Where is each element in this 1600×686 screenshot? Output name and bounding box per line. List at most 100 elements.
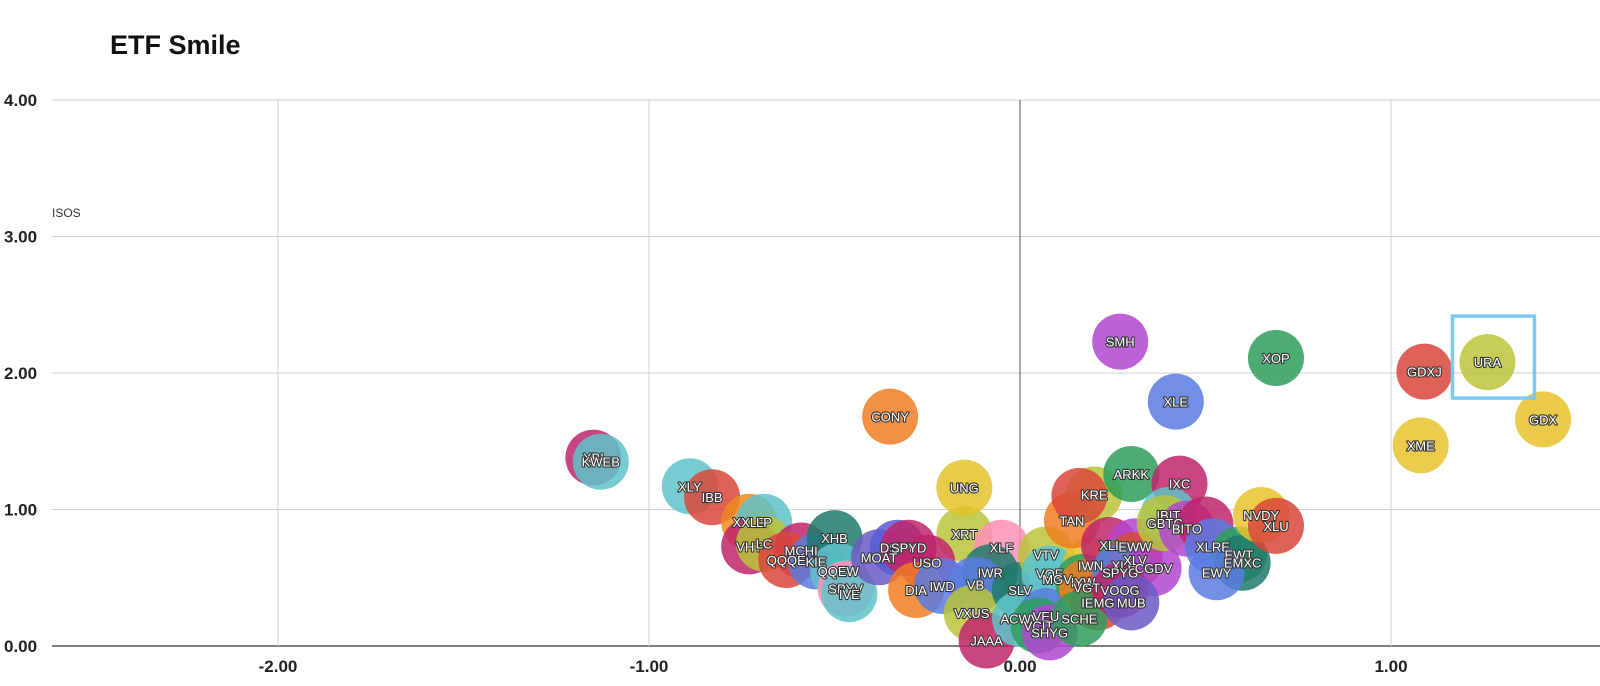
y-tick-label: 4.00 <box>4 91 37 110</box>
series-label: ISOS <box>52 206 81 220</box>
bubble-xop[interactable] <box>1247 329 1304 386</box>
bubble-ung[interactable] <box>936 459 993 516</box>
bubble-label-iwr: IWR <box>978 565 1003 580</box>
bubble-ewy[interactable] <box>1188 544 1245 601</box>
bubble-label-kie: KIE <box>805 554 826 569</box>
bubble-label-ewt: EWT <box>1224 548 1253 563</box>
bubble-gdxj[interactable] <box>1396 343 1453 400</box>
bubble-label-moat: MOAT <box>861 550 898 565</box>
bubble-label-ura: URA <box>1474 355 1502 370</box>
bubble-label-spyv: SPYV <box>828 582 863 597</box>
bubble-label-xhb: XHB <box>821 531 848 546</box>
bubble-label-vcit: VCIT <box>1024 619 1054 634</box>
bubble-label-tan: TAN <box>1059 513 1084 528</box>
grid-layer <box>52 99 1600 647</box>
points-layer <box>565 313 1572 669</box>
bubble-label-mub: MUB <box>1117 595 1146 610</box>
bubble-label-lc: LC <box>756 537 773 552</box>
bubble-kweb[interactable] <box>572 433 629 490</box>
bubble-arkk[interactable] <box>1103 446 1160 503</box>
bubble-label-ewy: EWY <box>1202 565 1232 580</box>
bubble-label-ixc: IXC <box>1169 477 1191 492</box>
bubble-label-shyg: SHYG <box>1031 625 1068 640</box>
highlight-box <box>1450 314 1537 400</box>
bubble-label-iwn: IWN <box>1078 558 1103 573</box>
bubble-label-xlu: XLU <box>1263 519 1288 534</box>
bubble-label-vb: VB <box>967 578 984 593</box>
y-tick-label: 0.00 <box>4 637 37 656</box>
bubble-label-slv: SLV <box>1008 583 1032 598</box>
x-tick-label: -2.00 <box>259 657 298 676</box>
bubble-sche[interactable] <box>1051 590 1108 647</box>
bubble-cony[interactable] <box>862 388 919 445</box>
bubble-label-gdx: GDX <box>1529 412 1558 427</box>
bubble-smh[interactable] <box>1092 313 1149 370</box>
x-tick-label: -1.00 <box>630 657 669 676</box>
bubble-label-voog: VOOG <box>1101 583 1140 598</box>
x-tick-label: 0.00 <box>1003 657 1036 676</box>
bubble-label-cony: CONY <box>871 410 909 425</box>
bubble-label-xme: XME <box>1407 438 1436 453</box>
bubble-label-veu: VEU <box>1033 609 1060 624</box>
bubble-label-eww: EWW <box>1118 539 1152 554</box>
bubble-label-vht: VHT <box>736 539 762 554</box>
bubble-label-arkk: ARKK <box>1114 467 1150 482</box>
bubble-label-ung: UNG <box>950 481 979 496</box>
bubble-label-voe: VOE <box>1036 567 1064 582</box>
bubble-label-cgdv: CGDV <box>1135 561 1173 576</box>
bubble-label-nvdy: NVDY <box>1243 508 1279 523</box>
y-tick-label: 3.00 <box>4 228 37 247</box>
bubble-label-bito: BITO <box>1172 522 1202 537</box>
bubble-gdx[interactable] <box>1515 391 1572 448</box>
bubble-label-sche: SCHE <box>1061 612 1097 627</box>
bubble-xle[interactable] <box>1147 373 1204 430</box>
bubble-label-xrt: XRT <box>951 527 977 542</box>
bubble-label-dia: DIA <box>905 583 927 598</box>
bubble-label-uso: USO <box>913 556 941 571</box>
bubble-label-vtv: VTV <box>1033 548 1059 563</box>
bubble-label-kre: KRE <box>1081 487 1108 502</box>
bubble-label-spyg: SPYG <box>1102 565 1138 580</box>
bubble-label-lp: LP <box>756 515 772 530</box>
bubble-label-xlre: XLRE <box>1196 539 1230 554</box>
bubble-label-gbtc: GBTC <box>1147 516 1183 531</box>
bubble-label-vgt: VGT <box>1073 580 1100 595</box>
x-tick-label: 1.00 <box>1374 657 1407 676</box>
bubble-label-jaaa: JAAA <box>970 634 1003 649</box>
bubble-xlu[interactable] <box>1247 497 1304 554</box>
chart-title: ETF Smile <box>110 30 241 60</box>
bubble-label-xlb: XLB <box>1112 558 1137 573</box>
bubble-label-ibb: IBB <box>702 490 723 505</box>
bubble-label-ive: IVE <box>839 587 860 602</box>
bubble-label-ibit: IBIT <box>1156 508 1180 523</box>
bubble-ura[interactable] <box>1459 334 1516 391</box>
bubble-label-xly: XLY <box>678 479 702 494</box>
bubble-label-xli: XLI <box>1099 538 1119 553</box>
bubble-kie2[interactable] <box>1051 467 1108 524</box>
axis-layer: 0.00 1.00 2.00 3.00 4.00 -2.00 -1.00 0.00 1.00 IS… <box>4 91 1408 676</box>
bubble-label-emxc: EMXC <box>1224 556 1262 571</box>
bubble-xme[interactable] <box>1392 417 1449 474</box>
bubble-label-xop: XOP <box>1262 351 1289 366</box>
y-tick-label: 1.00 <box>4 501 37 520</box>
bubble-label-qqqe: QQQE <box>767 553 806 568</box>
bubble-label-xlv: XLV <box>1123 553 1147 568</box>
bubble-label-vxus: VXUS <box>954 606 990 621</box>
bubble-label-xxlp: XXLP <box>733 515 766 530</box>
y-tick-label: 2.00 <box>4 364 37 383</box>
bubble-label-acwv: ACWV <box>1001 612 1040 627</box>
bubble-label-iwd: IWD <box>929 579 954 594</box>
overlay-layer <box>1450 314 1537 400</box>
bubble-label-mchi: MCHI <box>785 543 818 558</box>
bubble-mub[interactable] <box>1103 574 1160 631</box>
bubble-label-xlf: XLF <box>990 541 1014 556</box>
bubble-label-spyd: SPYD <box>891 541 926 556</box>
bubble-label-smh: SMH <box>1106 335 1135 350</box>
bubble-label-iemg: IEMG <box>1081 595 1114 610</box>
bubble-label-dspy: DSPY <box>880 541 916 556</box>
bubble-label-xbi: XBI <box>583 451 604 466</box>
bubble-label-kweb: KWEB <box>582 455 620 470</box>
bubble-label-mgv: MGV <box>1042 572 1072 587</box>
